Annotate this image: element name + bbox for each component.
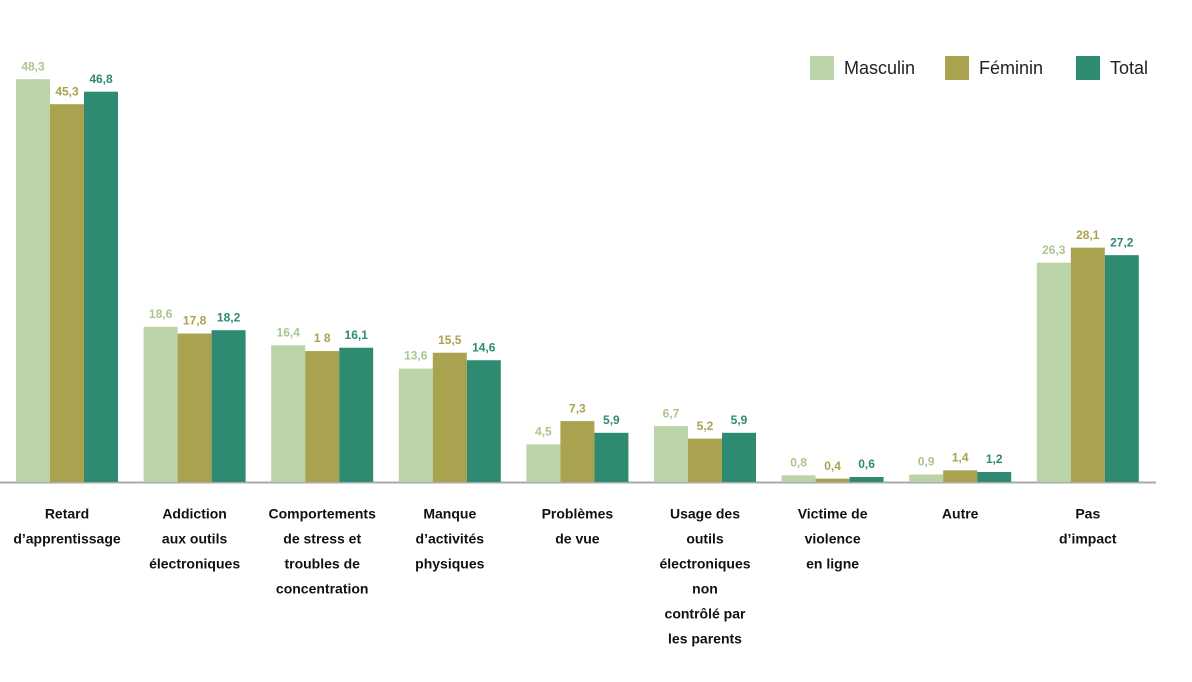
value-label: 5,9 [731, 413, 748, 427]
bar [211, 330, 246, 482]
value-label: 6,7 [663, 406, 680, 420]
bar [339, 347, 374, 482]
value-label: 0,9 [918, 455, 935, 469]
value-label: 45,3 [55, 84, 79, 98]
legend-swatch [1076, 56, 1100, 80]
value-label: 46,8 [89, 72, 113, 86]
bar [177, 333, 212, 482]
value-label: 27,2 [1110, 235, 1134, 249]
bar [722, 432, 756, 482]
bar [84, 91, 118, 483]
legend-swatch [945, 56, 969, 80]
bar [560, 421, 595, 482]
bar [16, 79, 50, 482]
value-label: 5,9 [603, 413, 620, 427]
value-label: 4,5 [535, 425, 552, 439]
value-label: 0,6 [858, 457, 875, 471]
x-tick-label: d’activités [416, 531, 485, 547]
bar [977, 471, 1012, 482]
bar [305, 351, 340, 482]
x-tick-label: aux outils [162, 531, 228, 547]
legend-label: Masculin [844, 58, 915, 78]
value-label: 48,3 [21, 59, 45, 73]
x-tick-label: électroniques [149, 556, 240, 572]
bar [432, 352, 467, 482]
bar [526, 444, 561, 482]
bar [654, 426, 688, 482]
x-tick-label: contrôlé par [665, 606, 746, 622]
value-label: 26,3 [1042, 243, 1066, 257]
bar [815, 478, 850, 482]
x-tick-label: Comportements [269, 506, 377, 522]
x-tick-label: électroniques [659, 556, 750, 572]
bar [1104, 255, 1139, 482]
x-tick-label: physiques [415, 556, 484, 572]
x-tick-label: outils [686, 531, 724, 547]
x-tick-label: troubles de [284, 556, 360, 572]
value-label: 16,1 [345, 328, 369, 342]
value-label: 14,6 [472, 340, 496, 354]
value-label: 1 8 [314, 331, 331, 345]
x-tick-label: Addiction [162, 506, 227, 522]
value-label: 0,8 [790, 455, 807, 469]
legend-label: Total [1110, 58, 1148, 78]
x-tick-label: Autre [942, 506, 979, 522]
x-tick-label: de vue [555, 531, 600, 547]
value-label: 0,4 [824, 459, 841, 473]
x-tick-label: d’apprentissage [13, 531, 121, 547]
x-tick-label: violence [805, 531, 861, 547]
legend-label: Féminin [979, 58, 1043, 78]
value-label: 1,4 [952, 450, 969, 464]
x-tick-label: Victime de [798, 506, 868, 522]
bar [50, 104, 84, 482]
legend-swatch [810, 56, 834, 80]
bar [466, 360, 501, 482]
bar [849, 476, 884, 482]
bar [143, 326, 178, 482]
bar [271, 345, 306, 482]
value-label: 17,8 [183, 314, 207, 328]
value-label: 28,1 [1076, 228, 1100, 242]
value-label: 1,2 [986, 452, 1003, 466]
bar [1036, 262, 1071, 482]
x-tick-label: Retard [45, 506, 89, 522]
bar [594, 432, 629, 482]
x-tick-label: les parents [668, 631, 742, 647]
value-label: 13,6 [404, 349, 428, 363]
x-tick-label: de stress et [283, 531, 361, 547]
bar [943, 470, 978, 482]
value-label: 5,2 [697, 419, 714, 433]
value-label: 16,4 [277, 325, 301, 339]
x-tick-label: Usage des [670, 506, 740, 522]
value-label: 15,5 [438, 333, 462, 347]
x-tick-label: Pas [1075, 506, 1100, 522]
value-label: 18,2 [217, 310, 241, 324]
bar [909, 474, 944, 482]
x-tick-label: d’impact [1059, 531, 1117, 547]
x-tick-label: Problèmes [542, 506, 614, 522]
x-tick-label: concentration [276, 581, 369, 597]
x-tick-label: Manque [423, 506, 476, 522]
bar [688, 438, 722, 482]
value-label: 7,3 [569, 401, 586, 415]
x-tick-label: en ligne [806, 556, 859, 572]
bar [781, 475, 816, 482]
bar [398, 368, 433, 482]
value-label: 18,6 [149, 307, 173, 321]
x-tick-label: non [692, 581, 718, 597]
bar [1070, 247, 1105, 482]
